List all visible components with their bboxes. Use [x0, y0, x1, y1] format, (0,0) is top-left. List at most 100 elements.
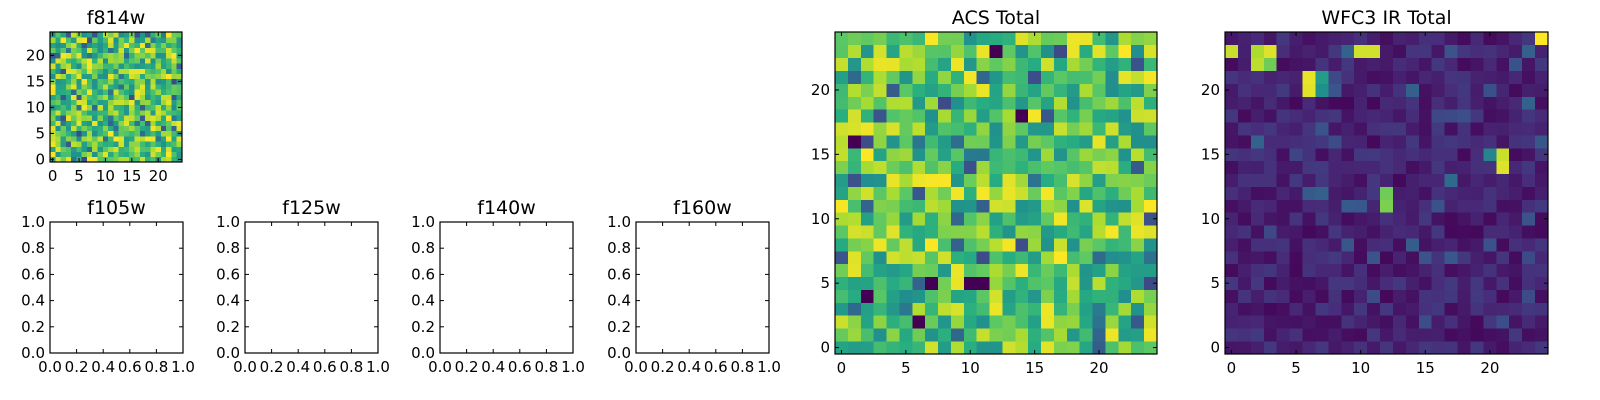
- heatmap-cell: [65, 151, 72, 158]
- wfc3-ir-total-axes-frame: [1224, 31, 1549, 355]
- heatmap-cell: [1041, 263, 1055, 278]
- heatmap-cell: [1263, 70, 1278, 84]
- heatmap-cell: [847, 341, 862, 355]
- heatmap-cell: [1289, 225, 1303, 239]
- heatmap-cell: [873, 315, 887, 329]
- heatmap-cell: [1053, 160, 1068, 175]
- heatmap-cell: [1066, 160, 1081, 175]
- heatmap-cell: [1028, 70, 1042, 84]
- heatmap-cell: [176, 136, 183, 142]
- heatmap-cell: [912, 263, 926, 278]
- heatmap-cell: [1315, 212, 1329, 226]
- heatmap-cell: [1250, 302, 1265, 316]
- heatmap-cell: [1079, 96, 1093, 110]
- heatmap-cell: [81, 99, 88, 106]
- heatmap-cell: [1028, 83, 1042, 97]
- heatmap-cell: [1237, 83, 1252, 97]
- heatmap-cell: [1118, 238, 1132, 252]
- heatmap-cell: [1250, 225, 1265, 239]
- heatmap-cell: [1328, 44, 1342, 59]
- heatmap-cell: [1289, 250, 1303, 265]
- heatmap-cell: [71, 104, 77, 111]
- heatmap-cell: [1457, 173, 1471, 187]
- heatmap-cell: [1444, 122, 1458, 136]
- heatmap-cell: [1380, 160, 1394, 175]
- heatmap-cell: [1328, 173, 1342, 187]
- heatmap-cell: [1457, 315, 1471, 329]
- heatmap-cell: [899, 96, 913, 110]
- heatmap-cell: [1015, 160, 1029, 175]
- heatmap-cell: [176, 63, 183, 69]
- heatmap-cell: [97, 73, 104, 80]
- heatmap-cell: [118, 63, 125, 69]
- heatmap-cell: [1131, 173, 1145, 187]
- heatmap-cell: [1066, 135, 1081, 149]
- heatmap-cell: [123, 120, 130, 126]
- heatmap-cell: [102, 37, 109, 43]
- heatmap-cell: [108, 99, 114, 106]
- heatmap-cell: [150, 94, 156, 100]
- heatmap-cell: [1431, 70, 1445, 84]
- heatmap-cell: [899, 173, 913, 187]
- heatmap-cell: [1341, 160, 1355, 175]
- y-tick-label: 5: [1210, 274, 1220, 292]
- heatmap-cell: [847, 147, 862, 162]
- heatmap-cell: [1250, 289, 1265, 303]
- heatmap-cell: [129, 84, 135, 90]
- heatmap-cell: [963, 212, 978, 226]
- heatmap-cell: [1302, 186, 1316, 200]
- heatmap-cell: [989, 212, 1003, 226]
- heatmap-cell: [86, 52, 93, 59]
- heatmap-cell: [1015, 225, 1029, 239]
- heatmap-cell: [1250, 135, 1265, 149]
- heatmap-cell: [1457, 238, 1471, 252]
- heatmap-cell: [1341, 212, 1355, 226]
- heatmap-cell: [118, 120, 125, 126]
- heatmap-cell: [938, 238, 952, 252]
- heatmap-cell: [1028, 199, 1042, 213]
- heatmap-cell: [1470, 135, 1484, 149]
- heatmap-cell: [92, 151, 98, 158]
- heatmap-cell: [76, 125, 83, 132]
- heatmap-cell: [1483, 96, 1497, 110]
- heatmap-cell: [1225, 328, 1239, 342]
- heatmap-cell: [1341, 315, 1355, 329]
- heatmap-cell: [155, 104, 162, 111]
- heatmap-cell: [145, 78, 151, 85]
- heatmap-cell: [1457, 263, 1471, 278]
- heatmap-cell: [71, 32, 77, 38]
- heatmap-cell: [134, 141, 141, 147]
- heatmap-cell: [835, 109, 849, 123]
- heatmap-cell: [1079, 122, 1093, 136]
- heatmap-cell: [1144, 289, 1158, 303]
- heatmap-cell: [129, 110, 135, 116]
- heatmap-cell: [50, 125, 56, 132]
- heatmap-cell: [1263, 160, 1278, 175]
- heatmap-cell: [81, 146, 88, 152]
- heatmap-cell: [1483, 122, 1497, 136]
- heatmap-cell: [1367, 328, 1381, 342]
- heatmap-cell: [1053, 83, 1068, 97]
- heatmap-cell: [139, 110, 146, 116]
- heatmap-cell: [1118, 225, 1132, 239]
- heatmap-cell: [1535, 83, 1549, 97]
- heatmap-cell: [1225, 250, 1239, 265]
- heatmap-cell: [1289, 122, 1303, 136]
- heatmap-cell: [92, 47, 98, 54]
- heatmap-cell: [150, 130, 156, 137]
- heatmap-cell: [76, 130, 83, 137]
- heatmap-cell: [1354, 328, 1368, 342]
- heatmap-cell: [1431, 96, 1445, 110]
- heatmap-cell: [1367, 147, 1381, 162]
- heatmap-cell: [899, 32, 913, 46]
- heatmap-cell: [1315, 96, 1329, 110]
- heatmap-cell: [1289, 57, 1303, 71]
- heatmap-cell: [1444, 302, 1458, 316]
- heatmap-cell: [1483, 83, 1497, 97]
- heatmap-cell: [1225, 212, 1239, 226]
- heatmap-cell: [847, 96, 862, 110]
- heatmap-cell: [1144, 212, 1158, 226]
- heatmap-cell: [118, 32, 125, 38]
- heatmap-cell: [1015, 44, 1029, 59]
- heatmap-cell: [1276, 135, 1290, 149]
